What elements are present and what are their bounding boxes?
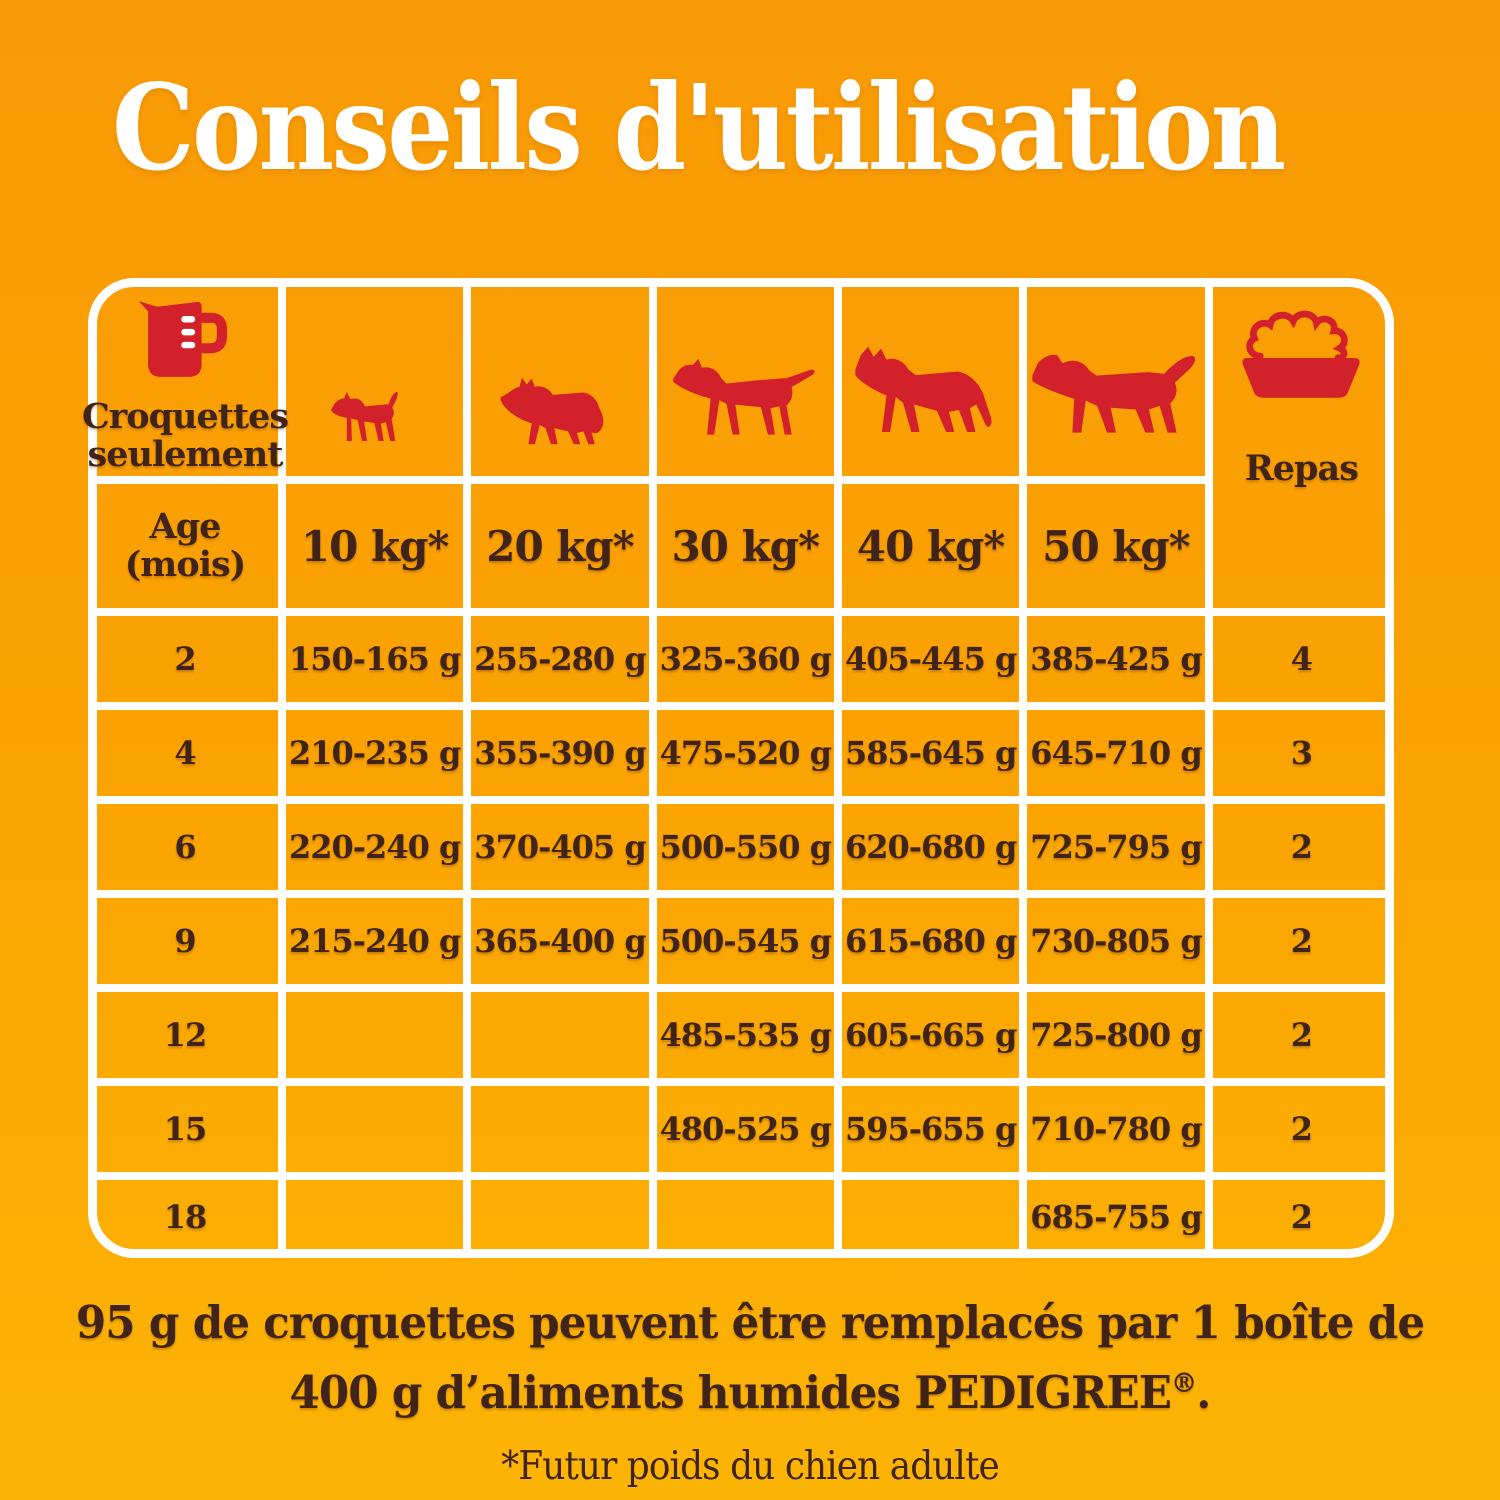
amount-cell: 730-805 g bbox=[1030, 922, 1202, 960]
age-cell: 2 bbox=[174, 640, 196, 678]
amount-cell: 645-710 g bbox=[1030, 734, 1202, 772]
dog-30kg-icon bbox=[673, 358, 815, 435]
amount-cell: 405-445 g bbox=[844, 640, 1017, 678]
amount-cell: 500-545 g bbox=[659, 922, 832, 960]
amount-cell: 605-665 g bbox=[844, 1016, 1017, 1054]
amount-cell: 725-795 g bbox=[1030, 828, 1202, 866]
meals-cell: 2 bbox=[1290, 922, 1313, 960]
meals-cell: 2 bbox=[1290, 828, 1313, 866]
footer: 95 g de croquettes peuvent être remplacé… bbox=[0, 1288, 1500, 1489]
amount-cell: 710-780 g bbox=[1030, 1110, 1202, 1148]
amount-cell bbox=[282, 1082, 467, 1176]
amount-cell: 210-235 g bbox=[288, 734, 461, 772]
weight-header: 30 kg* bbox=[671, 521, 821, 571]
amount-cell: 585-645 g bbox=[844, 734, 1017, 772]
grid-line bbox=[88, 890, 1394, 898]
footnote: *Futur poids du chien adulte bbox=[501, 1443, 1000, 1489]
amount-cell: 385-425 g bbox=[1030, 640, 1202, 678]
age-cell: 4 bbox=[174, 734, 196, 772]
grid-line bbox=[88, 608, 1394, 616]
amount-cell bbox=[467, 988, 652, 1082]
kibble-only-label: Croquettes seulement bbox=[81, 396, 289, 475]
age-cell: 6 bbox=[174, 828, 196, 866]
amount-cell: 255-280 g bbox=[474, 640, 646, 678]
age-cell: 9 bbox=[174, 922, 196, 960]
grid-line bbox=[88, 796, 1394, 804]
dog-size-header bbox=[838, 278, 1023, 480]
weight-header: 10 kg* bbox=[300, 521, 450, 571]
dog-size-header bbox=[1023, 278, 1208, 480]
amount-cell bbox=[282, 988, 467, 1082]
weight-header: 50 kg* bbox=[1042, 521, 1191, 571]
footer-line-1: 95 g de croquettes peuvent être remplacé… bbox=[75, 1296, 1425, 1349]
footer-line-2: 400 g d’aliments humides PEDIGREE®. bbox=[289, 1365, 1211, 1419]
dog-20kg-icon bbox=[500, 377, 604, 445]
meals-cell: 2 bbox=[1290, 1110, 1313, 1148]
amount-cell: 355-390 g bbox=[474, 734, 646, 772]
grid-line bbox=[88, 702, 1394, 710]
meals-cell: 4 bbox=[1290, 640, 1313, 678]
amount-cell: 480-525 g bbox=[659, 1110, 832, 1148]
age-cell: 18 bbox=[163, 1198, 208, 1236]
amount-cell: 475-520 g bbox=[659, 734, 832, 772]
grid-line bbox=[278, 278, 286, 1258]
amount-cell bbox=[653, 1176, 838, 1258]
dog-10kg-icon bbox=[330, 391, 398, 441]
kibble-only-header: Croquettes seulement bbox=[82, 278, 289, 480]
table-grid: Croquettes seulement bbox=[82, 278, 1394, 1258]
amount-cell: 220-240 g bbox=[288, 828, 461, 866]
grid-line bbox=[463, 278, 471, 1258]
amount-cell: 685-755 g bbox=[1030, 1198, 1202, 1236]
grid-line bbox=[1205, 278, 1213, 1258]
food-bowl-icon bbox=[1242, 310, 1360, 398]
feeding-table: Croquettes seulement bbox=[82, 278, 1394, 1258]
age-cell: 15 bbox=[163, 1110, 208, 1148]
grid-line bbox=[1019, 278, 1027, 1258]
dog-size-header bbox=[467, 278, 652, 480]
grid-line bbox=[88, 984, 1394, 992]
meals-cell: 2 bbox=[1290, 1198, 1313, 1236]
grid-line bbox=[88, 1078, 1394, 1086]
amount-cell bbox=[838, 1176, 1023, 1258]
dog-40kg-icon bbox=[855, 346, 992, 432]
amount-cell: 595-655 g bbox=[844, 1110, 1017, 1148]
grid-line bbox=[88, 476, 1213, 484]
amount-cell: 485-535 g bbox=[659, 1016, 832, 1054]
amount-cell: 365-400 g bbox=[474, 922, 646, 960]
age-header: Age (mois) bbox=[124, 506, 246, 585]
dog-50kg-icon bbox=[1032, 354, 1196, 433]
grid-line bbox=[88, 1172, 1394, 1180]
amount-cell bbox=[282, 1176, 467, 1258]
dog-size-header bbox=[653, 278, 838, 480]
registered-mark: ® bbox=[1171, 1367, 1197, 1399]
weight-header: 40 kg* bbox=[856, 521, 1006, 571]
page-title: Conseils d'utilisation bbox=[112, 58, 1286, 197]
dog-size-header bbox=[282, 278, 467, 480]
measuring-cup-icon bbox=[138, 301, 227, 378]
meals-cell: 2 bbox=[1290, 1016, 1313, 1054]
amount-cell: 370-405 g bbox=[474, 828, 646, 866]
weight-header: 20 kg* bbox=[486, 521, 635, 571]
amount-cell: 150-165 g bbox=[288, 640, 461, 678]
amount-cell: 725-800 g bbox=[1030, 1016, 1202, 1054]
meals-cell: 3 bbox=[1290, 734, 1313, 772]
amount-cell bbox=[467, 1176, 652, 1258]
amount-cell: 500-550 g bbox=[659, 828, 832, 866]
amount-cell: 215-240 g bbox=[288, 922, 461, 960]
age-cell: 12 bbox=[163, 1016, 208, 1054]
amount-cell: 325-360 g bbox=[659, 640, 832, 678]
meals-header: Repas bbox=[1209, 278, 1394, 612]
amount-cell bbox=[467, 1082, 652, 1176]
grid-line bbox=[834, 278, 842, 1258]
amount-cell: 615-680 g bbox=[844, 922, 1017, 960]
grid-line bbox=[649, 278, 657, 1258]
amount-cell: 620-680 g bbox=[844, 828, 1017, 866]
meals-label: Repas bbox=[1244, 448, 1359, 489]
